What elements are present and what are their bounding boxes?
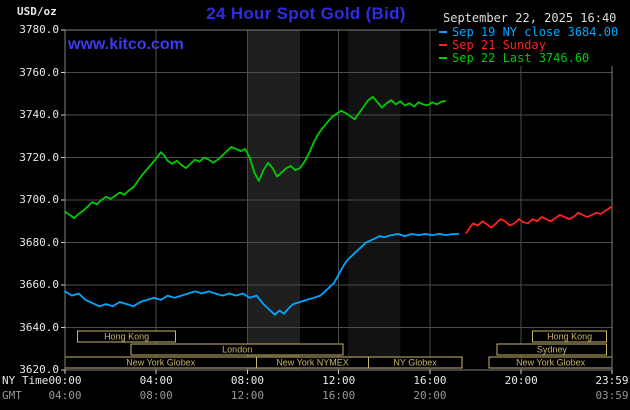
y-axis-label: 3640.0 bbox=[19, 320, 59, 334]
legend-item: Sep 22 Last 3746.60 bbox=[439, 52, 618, 65]
x-axis-label-gmt: 03:59 bbox=[595, 389, 629, 402]
x-axis-label-gmt: 04:00 bbox=[48, 389, 82, 402]
y-axis-label: 3660.0 bbox=[19, 278, 59, 291]
session-box bbox=[367, 356, 463, 369]
units-label: USD/oz bbox=[17, 5, 57, 18]
y-axis-label: 3680.0 bbox=[19, 235, 59, 249]
kitco-link[interactable]: www.kitco.com bbox=[68, 36, 184, 53]
legend: Sep 19 NY close 3684.00 Sep 21 Sunday Sep … bbox=[437, 25, 621, 66]
x-axis-label-ny: 23:59 bbox=[595, 374, 629, 387]
y-axis-label: 3740.0 bbox=[19, 108, 59, 121]
ny-time-axis-label: NY Time bbox=[2, 374, 49, 387]
session-box bbox=[77, 330, 177, 343]
session-label: Hong Kong bbox=[104, 332, 149, 342]
legend-line-marker bbox=[439, 57, 447, 59]
series-line-sep22 bbox=[64, 96, 447, 220]
x-axis-label-ny: 16:00 bbox=[413, 374, 447, 387]
x-axis-label-ny: 20:00 bbox=[504, 374, 538, 387]
legend-line-marker bbox=[439, 31, 447, 33]
x-axis-label-gmt: 20:00 bbox=[413, 389, 447, 402]
x-axis-label-ny: 12:00 bbox=[322, 374, 356, 387]
session-label: New York Globex bbox=[126, 358, 196, 368]
legend-item: Sep 19 NY close 3684.00 bbox=[439, 26, 618, 39]
y-axis-label: 3700.0 bbox=[19, 193, 59, 206]
x-axis-label-gmt: 12:00 bbox=[230, 389, 265, 402]
session-label: New York Globex bbox=[516, 358, 586, 368]
x-axis-label-gmt: 08:00 bbox=[139, 389, 173, 402]
legend-label: Sep 19 NY close 3684.00 bbox=[452, 25, 619, 39]
session-label: Sydney bbox=[537, 345, 568, 355]
x-axis-label-ny: 00:00 bbox=[48, 374, 82, 387]
page-title: 24 Hour Spot Gold (Bid) bbox=[206, 4, 406, 23]
legend-label: Sep 21 Sunday bbox=[452, 38, 546, 52]
session-box bbox=[532, 330, 608, 343]
series-line-sep21 bbox=[465, 205, 613, 234]
legend-label: Sep 22 Last 3746.60 bbox=[452, 51, 590, 65]
session-box bbox=[496, 343, 608, 356]
session-label: London bbox=[222, 345, 252, 355]
timestamp: September 22, 2025 16:40 bbox=[443, 11, 617, 25]
x-axis-label-ny: 04:00 bbox=[139, 374, 173, 387]
gmt-axis-label: GMT bbox=[2, 389, 22, 402]
y-axis-label: 3760.0 bbox=[19, 65, 59, 79]
session-label: Hong Kong bbox=[547, 332, 592, 342]
y-axis-label: 3720.0 bbox=[19, 150, 59, 164]
session-label: New York NYMEX bbox=[276, 358, 349, 368]
x-axis-label-gmt: 16:00 bbox=[322, 389, 356, 402]
session-label: NY Globex bbox=[393, 358, 437, 368]
y-axis-label: 3620.0 bbox=[19, 363, 59, 376]
x-axis-label-ny: 08:00 bbox=[230, 374, 265, 387]
y-axis-label: 3780.0 bbox=[19, 23, 59, 36]
legend-line-marker bbox=[439, 44, 447, 46]
session-box bbox=[130, 343, 344, 356]
legend-item: Sep 21 Sunday bbox=[439, 39, 618, 52]
series-line-sep19 bbox=[64, 233, 460, 316]
